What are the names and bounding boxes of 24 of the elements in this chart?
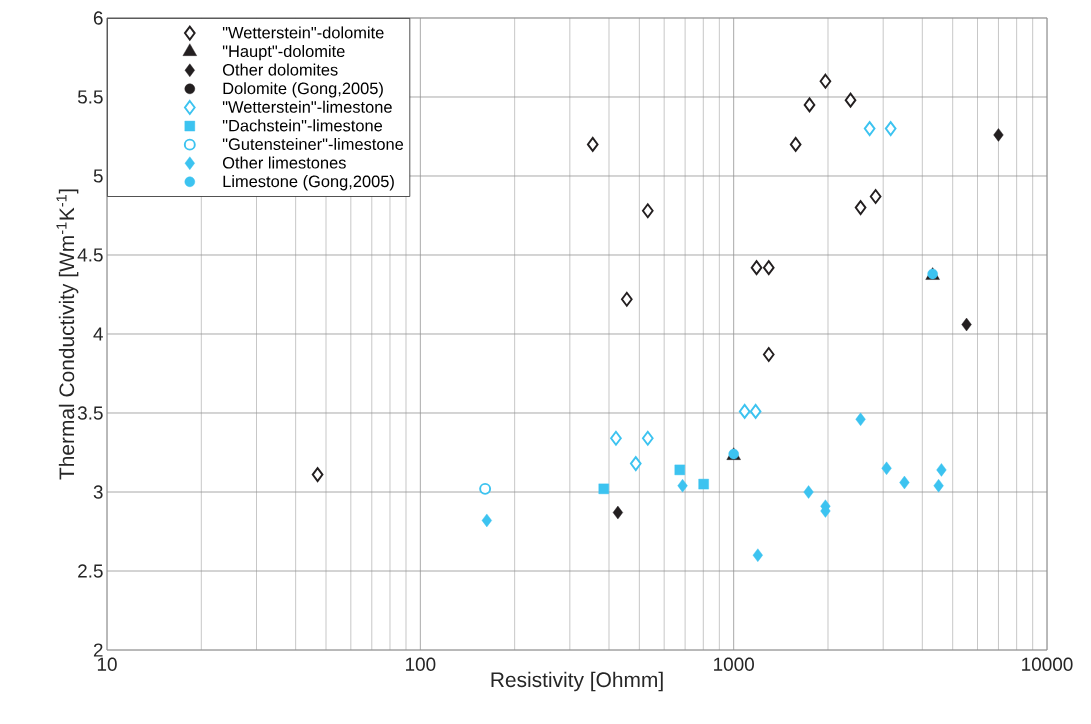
legend-label: "Haupt"-dolomite <box>222 44 345 61</box>
y-tick-label: 5.5 <box>77 90 103 104</box>
legend-label: "Wetterstein"-dolomite <box>222 26 384 39</box>
y-tick-label: 3.5 <box>77 406 103 420</box>
y-tick-label: 2.5 <box>78 564 103 578</box>
y-tick-label: 3 <box>93 485 103 499</box>
legend-label: Limestone (Gong,2005) <box>223 175 394 191</box>
y-tick-label: 5 <box>93 169 103 183</box>
y-tick-label: 4.5 <box>77 248 103 262</box>
legend-label: Dolomite (Gong,2005) <box>223 82 383 98</box>
x-tick-label: 10 <box>97 657 117 671</box>
legend-label: "Gutensteiner"-limestone <box>222 137 404 150</box>
y-tick-label: 2 <box>93 643 103 657</box>
y-axis-title: Thermal Conductivity [Wm$^{-1}$K$^{-1}$] <box>56 189 79 480</box>
y-tick-label: 6 <box>93 11 103 25</box>
x-tick-label: 10000 <box>1022 657 1073 671</box>
legend-label: "Wetterstein"-limestone <box>222 100 392 113</box>
x-tick-label: 100 <box>405 657 436 671</box>
x-tick-label: 1000 <box>714 657 754 671</box>
legend-label: Other limestones <box>222 156 346 169</box>
legend-label: "Dachstein"-limestone <box>222 119 383 132</box>
x-axis-title: Resistivity [Ohmm] <box>491 671 663 692</box>
y-tick-label: 4 <box>93 327 103 341</box>
legend-label: Other dolomites <box>222 63 338 76</box>
